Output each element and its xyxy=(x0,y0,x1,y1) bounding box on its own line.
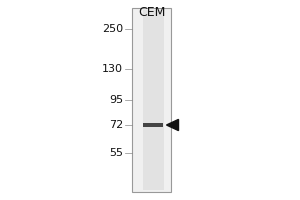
Bar xyxy=(143,123,163,127)
Text: 95: 95 xyxy=(109,95,123,105)
Bar xyxy=(132,8,171,192)
Polygon shape xyxy=(167,119,178,131)
Text: 130: 130 xyxy=(102,64,123,74)
Text: 72: 72 xyxy=(109,120,123,130)
Bar xyxy=(142,10,164,190)
Text: 55: 55 xyxy=(109,148,123,158)
Text: 250: 250 xyxy=(102,24,123,34)
Text: CEM: CEM xyxy=(138,6,165,20)
